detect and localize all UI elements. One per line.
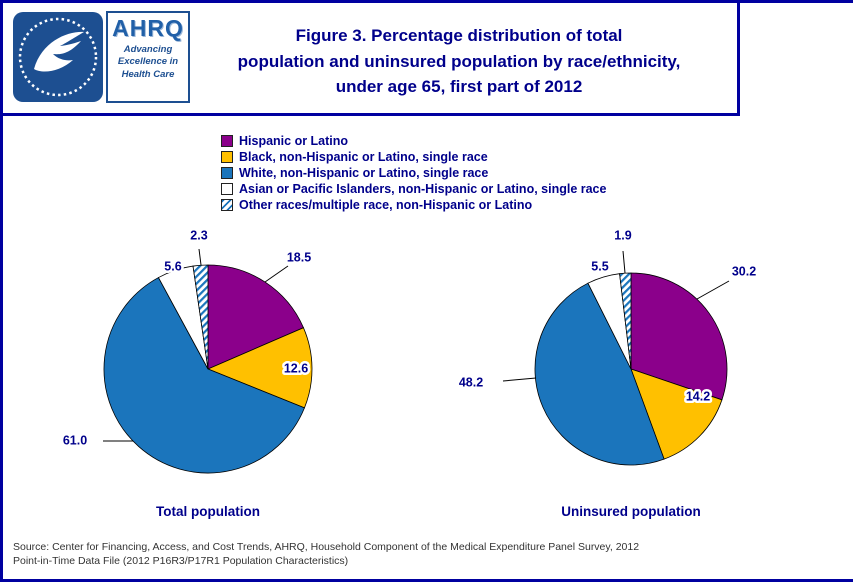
legend-item-asian: Asian or Pacific Islanders, non-Hispanic… — [221, 181, 606, 197]
legend-label: White, non-Hispanic or Latino, single ra… — [239, 166, 489, 180]
source-line-1: Source: Center for Financing, Access, an… — [13, 541, 640, 553]
pie-value-label: 1.9 — [614, 228, 631, 242]
tagline-line-3: Health Care — [121, 68, 175, 80]
title-line-3: under age 65, first part of 2012 — [335, 77, 583, 97]
pie-value-label: 12.6 — [284, 361, 308, 375]
legend-item-white: White, non-Hispanic or Latino, single ra… — [221, 165, 606, 181]
legend-swatch-hispanic — [221, 135, 233, 147]
tagline-line-2: Excellence in — [117, 56, 179, 68]
figure-title: Figure 3. Percentage distribution of tot… — [153, 23, 765, 100]
legend-label: Other races/multiple race, non-Hispanic … — [239, 198, 533, 212]
pie-value-label: 5.5 — [591, 259, 608, 273]
ahrq-word: AHRQ — [112, 15, 184, 41]
header-divider-line — [3, 113, 737, 116]
label-leader-line — [264, 265, 289, 283]
legend-swatch-other — [221, 199, 233, 211]
legend-label: Asian or Pacific Islanders, non-Hispanic… — [239, 182, 607, 196]
total-population-pie-chart: 18.5 12.6 61.0 5.6 2.3 — [60, 226, 314, 474]
tagline-line-1: Advancing — [123, 44, 173, 56]
total-population-caption: Total population — [156, 504, 260, 519]
legend-swatch-black — [221, 151, 233, 163]
source-note: Source: Center for Financing, Access, an… — [13, 540, 639, 568]
pie-value-label: 48.2 — [459, 375, 483, 389]
title-line-2: population and uninsured population by r… — [237, 51, 681, 71]
pie-slice-white-non-hispanic-or-latino-single-race — [534, 282, 665, 466]
uninsured-population-pie-chart: 30.2 14.2 48.2 5.5 1.9 — [456, 226, 759, 466]
legend-swatch-asian — [221, 183, 233, 195]
label-leader-line — [198, 248, 202, 266]
label-leader-line — [622, 250, 626, 274]
ahrq-wordmark: AHRQ Advancing Excellence in Health Care — [106, 11, 190, 103]
pie-slice-black-non-hispanic-or-latino-single-race — [630, 368, 723, 460]
pie-value-label: 61.0 — [63, 433, 87, 447]
title-line-1: Figure 3. Percentage distribution of tot… — [295, 26, 623, 46]
hhs-seal-icon — [13, 12, 103, 102]
legend-item-other: Other races/multiple race, non-Hispanic … — [221, 197, 606, 213]
ahrq-tagline: Advancing Excellence in Health Care — [118, 44, 178, 81]
pie-value-label: 5.6 — [164, 259, 181, 273]
ahrq-logo: AHRQ Advancing Excellence in Health Care — [12, 11, 190, 103]
pie-value-label: 14.2 — [686, 389, 710, 403]
header-divider-vertical — [737, 3, 740, 116]
legend: Hispanic or Latino Black, non-Hispanic o… — [221, 133, 606, 213]
legend-label: Black, non-Hispanic or Latino, single ra… — [239, 150, 488, 164]
pie-value-label: 30.2 — [732, 264, 756, 278]
label-leader-line — [696, 280, 730, 300]
legend-swatch-white — [221, 167, 233, 179]
pie-slice-other-races-multiple-race-non-hispanic-or-latino — [619, 272, 632, 370]
pie-value-label: 18.5 — [287, 250, 311, 264]
pie-value-label: 2.3 — [190, 228, 207, 242]
pie-slice-hispanic-or-latino — [630, 272, 728, 401]
legend-item-black: Black, non-Hispanic or Latino, single ra… — [221, 149, 606, 165]
legend-item-hispanic: Hispanic or Latino — [221, 133, 606, 149]
pie-slice-black-non-hispanic-or-latino-single-race — [206, 327, 313, 409]
uninsured-population-caption: Uninsured population — [561, 504, 701, 519]
pie-slice-other-races-multiple-race-non-hispanic-or-latino — [192, 264, 209, 370]
label-leader-line — [502, 377, 537, 382]
pie-slice-white-non-hispanic-or-latino-single-race — [103, 277, 305, 474]
legend-label: Hispanic or Latino — [239, 134, 349, 148]
source-line-2: Point-in-Time Data File (2012 P16R3/P17R… — [13, 555, 349, 568]
pie-slice-hispanic-or-latino — [207, 264, 304, 370]
